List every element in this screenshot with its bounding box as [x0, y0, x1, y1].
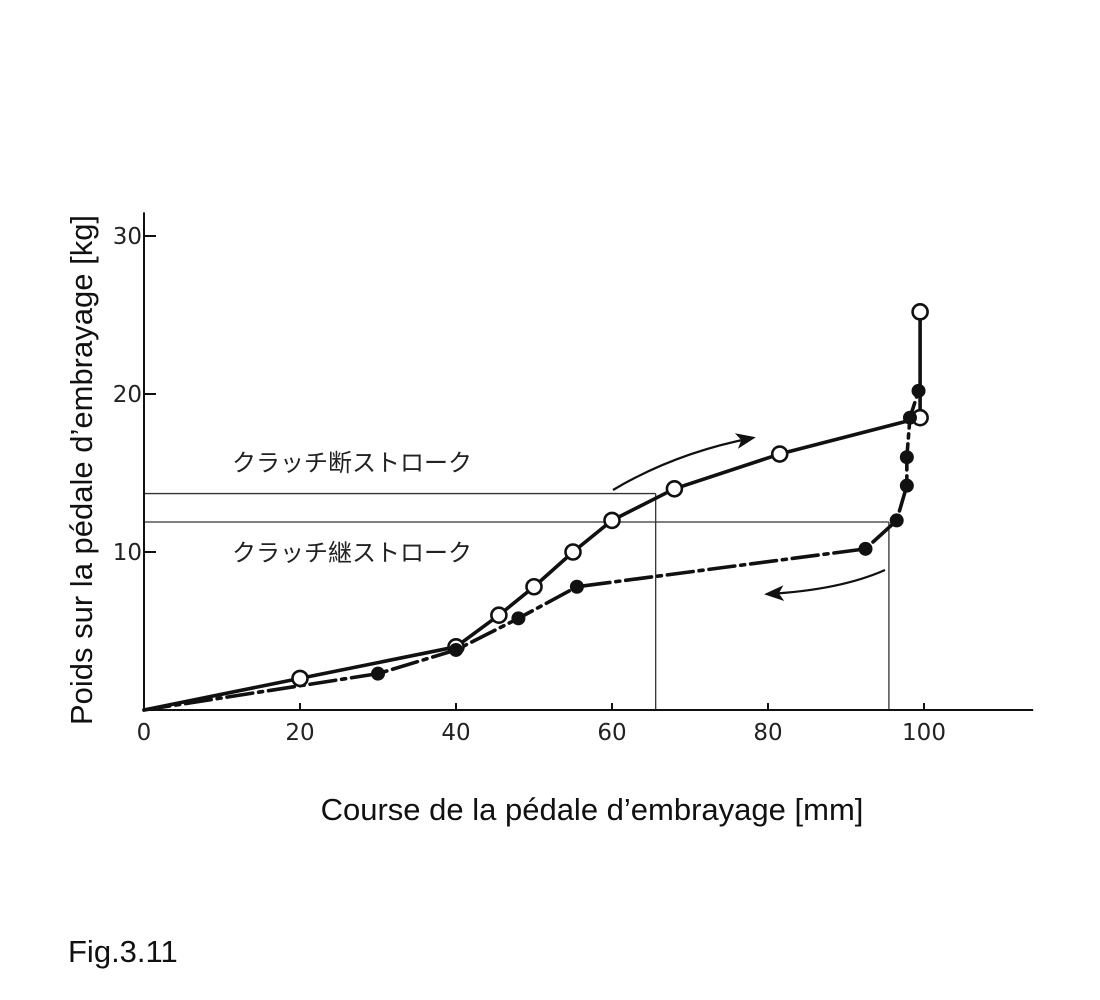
- axes: 10 20 30 0 20 40 60 80 100: [113, 212, 1034, 746]
- decreasing-direction-arrow: [764, 568, 886, 602]
- open-circle-point: [770, 445, 789, 463]
- x-tick-label: 80: [753, 720, 782, 746]
- y-tick-label: 30: [113, 224, 142, 250]
- filled-circle-point: [902, 410, 917, 425]
- open-circle-point: [490, 606, 508, 625]
- x-axis-title: Course de la pédale d’embrayage [mm]: [321, 792, 864, 827]
- x-tick-label: 20: [285, 720, 314, 746]
- ref-label-engage: クラッチ継ストローク: [232, 539, 472, 567]
- open-circle-point: [911, 303, 929, 321]
- filled-circle-point: [899, 478, 914, 493]
- open-circle-point: [291, 669, 309, 688]
- filled-circle-point: [569, 579, 584, 594]
- open-circle-point: [564, 543, 582, 561]
- filled-circle-point: [371, 666, 385, 681]
- filled-circle-point: [449, 642, 463, 657]
- y-tick-label: 20: [113, 382, 142, 408]
- y-axis-title: Poids sur la pédale d’embrayage [kg]: [64, 215, 99, 725]
- direction-arrows: [612, 433, 886, 602]
- filled-circle-point: [511, 611, 526, 626]
- open-circle-point: [525, 577, 543, 596]
- x-tick-label: 60: [597, 720, 626, 746]
- filled-circle-point: [911, 383, 926, 398]
- x-tick-label: 100: [902, 720, 946, 746]
- series-lines: [142, 310, 922, 712]
- filled-circle-point: [889, 513, 904, 528]
- series-markers: [291, 303, 929, 688]
- series-1-line: [142, 310, 922, 712]
- x-tick-label: 40: [441, 720, 470, 746]
- open-circle-point: [603, 511, 621, 530]
- increasing-direction-arrow: [612, 433, 756, 491]
- reference-lines: [144, 492, 890, 710]
- ref-label-disengage: クラッチ断ストローク: [232, 449, 472, 477]
- x-tick-label: 0: [137, 720, 152, 746]
- filled-circle-point: [899, 450, 914, 465]
- y-tick-label: 10: [113, 540, 142, 566]
- figure-caption: Fig.3.11: [68, 934, 178, 969]
- filled-circle-point: [858, 541, 873, 556]
- open-circle-point: [665, 479, 684, 498]
